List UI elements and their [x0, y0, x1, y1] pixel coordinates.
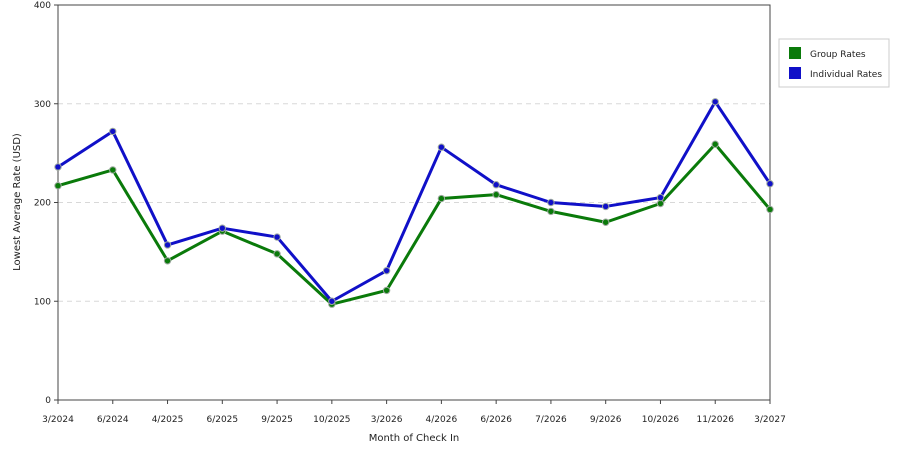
data-point-group-rates: [492, 190, 500, 199]
series-line-group-rates: [57, 142, 772, 306]
data-point-group-rates: [766, 205, 774, 214]
data-point-individual-rates: [437, 143, 446, 151]
data-point-individual-rates: [109, 127, 117, 136]
data-point-individual-rates: [656, 193, 665, 202]
data-point-individual-rates: [711, 98, 719, 106]
data-point-group-rates: [547, 207, 555, 216]
y-tick-label: 400: [34, 1, 51, 11]
data-point-individual-rates: [382, 266, 391, 275]
data-point-individual-rates: [766, 180, 774, 188]
x-tick-label: 6/2025: [206, 415, 238, 425]
x-tick-label: 10/2025: [313, 415, 350, 425]
data-point-individual-rates: [163, 241, 172, 249]
data-point-group-rates: [601, 218, 610, 226]
data-point-group-rates: [437, 194, 446, 203]
x-tick-label: 9/2026: [590, 415, 622, 425]
legend-swatch-group-rates: [789, 47, 801, 59]
y-tick-label: 100: [34, 297, 51, 307]
data-point-group-rates: [711, 140, 719, 148]
data-point-individual-rates: [218, 224, 227, 232]
x-tick-label: 7/2026: [535, 415, 567, 425]
legend: Group Rates Individual Rates: [778, 38, 890, 88]
x-tick-label: 11/2026: [697, 415, 735, 425]
series-line-individual-rates: [57, 100, 772, 303]
data-point-individual-rates: [601, 202, 610, 211]
x-tick-label: 4/2026: [426, 415, 458, 425]
legend-label-group-rates: Group Rates: [810, 50, 866, 60]
axes: [54, 4, 771, 404]
y-axis-title: Lowest Average Rate (USD): [12, 133, 23, 271]
x-tick-label: 3/2027: [754, 415, 786, 425]
data-point-group-rates: [163, 257, 172, 265]
y-tick-label: 0: [45, 396, 51, 406]
y-tick-label: 200: [34, 199, 51, 209]
data-point-individual-rates: [492, 181, 500, 189]
data-point-individual-rates: [547, 198, 555, 207]
series-lines: [54, 98, 774, 308]
y-tick-labels: 0 100 200 300 400: [34, 1, 51, 406]
data-point-group-rates: [54, 182, 62, 190]
x-tick-label: 9/2025: [261, 415, 293, 425]
legend-swatch-individual-rates: [789, 67, 801, 79]
series-group-rates: [54, 140, 774, 308]
legend-label-individual-rates: Individual Rates: [810, 70, 882, 80]
x-tick-label: 4/2025: [152, 415, 184, 425]
data-point-individual-rates: [273, 233, 281, 241]
data-point-individual-rates: [328, 297, 336, 305]
x-tick-labels: 3/2024 6/2024 4/2025 6/2025 9/2025 10/2025 3/2…: [42, 415, 786, 425]
series-individual-rates: [54, 98, 774, 305]
x-tick-label: 6/2026: [480, 415, 512, 425]
data-point-group-rates: [273, 250, 281, 258]
x-tick-label: 6/2024: [97, 415, 129, 425]
data-point-group-rates: [109, 166, 117, 174]
x-tick-label: 3/2024: [42, 415, 74, 425]
x-tick-label: 3/2026: [371, 415, 403, 425]
y-tick-label: 300: [34, 100, 51, 110]
data-point-group-rates: [382, 286, 391, 295]
x-tick-label: 10/2026: [642, 415, 680, 425]
x-axis-title: Month of Check In: [369, 433, 460, 444]
grid-lines: [58, 103, 770, 302]
data-point-individual-rates: [54, 163, 62, 171]
